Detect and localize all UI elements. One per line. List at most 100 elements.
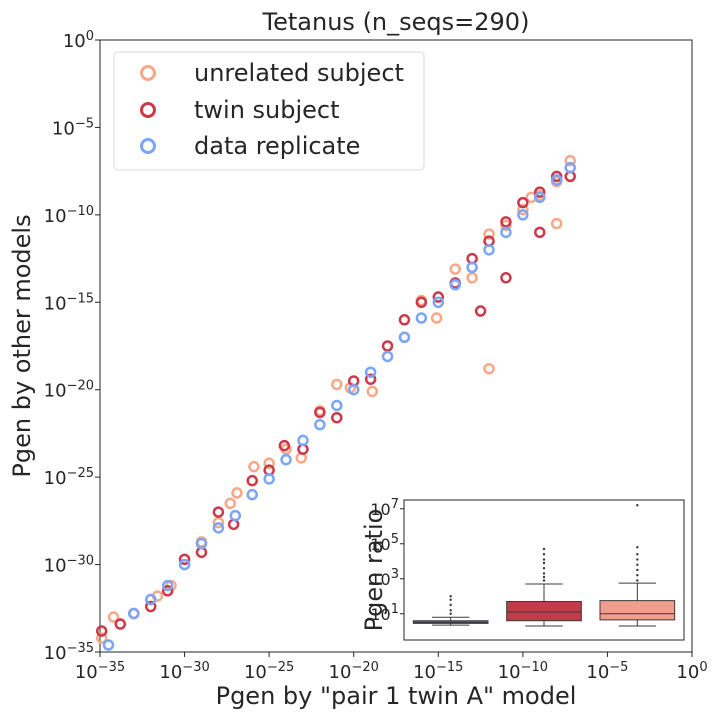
scatter-point (398, 331, 411, 344)
scatter-point (224, 497, 236, 510)
legend-marker-unrelated-subject (140, 65, 156, 81)
scatter-point (449, 263, 461, 275)
scatter-point (534, 186, 546, 198)
scatter-point (280, 453, 292, 466)
y-tick-label: 10−10 (44, 203, 94, 227)
scatter-point (128, 607, 140, 620)
inset-y-tick-label: 103 (370, 566, 399, 589)
box-body (599, 600, 676, 621)
scatter-point (195, 537, 208, 550)
legend-label-data-replicate: data replicate (194, 132, 360, 160)
scatter-point (95, 632, 108, 644)
scatter-point (364, 366, 377, 378)
y-axis-label: Pgen by other models (8, 214, 36, 477)
scatter-point (500, 226, 512, 239)
scatter-point (364, 373, 377, 385)
box-outlier (542, 575, 546, 579)
box-outlier (636, 574, 639, 577)
scatter-point (483, 228, 495, 240)
scatter-point (366, 385, 379, 398)
box-outlier (449, 603, 452, 607)
scatter-point (483, 362, 495, 375)
scatter-point (95, 625, 108, 637)
scatter-point (517, 209, 529, 221)
scatter-point (466, 272, 478, 284)
legend-entry-unrelated-subject: unrelated subject (140, 59, 404, 87)
box-outlier (542, 561, 546, 565)
scatter-point (466, 261, 478, 274)
y-tick-label: 10−25 (44, 466, 94, 490)
scatter-point (297, 434, 309, 447)
y-tick-label: 10−20 (44, 378, 94, 402)
box-outlier (636, 568, 639, 572)
scatter-point (161, 579, 174, 592)
x-axis-ticks: 10−35 10−30 10−25 10−20 10−15 10−10 10−5 100 (75, 652, 708, 683)
legend-frame (113, 51, 425, 171)
x-axis-label: Pgen by "pair 1 twin A" model (216, 682, 577, 710)
box-outlier (449, 612, 452, 615)
scatter-point (144, 593, 157, 606)
box-outlier (449, 609, 452, 612)
scatter-point (550, 174, 563, 186)
scatter-point (161, 585, 174, 597)
box-outlier (542, 572, 546, 575)
scatter-point (144, 600, 157, 613)
box-1 (506, 547, 582, 627)
scatter-point (474, 305, 487, 317)
box-outlier (542, 547, 546, 551)
scatter-point (331, 378, 343, 391)
box-outlier (449, 595, 452, 598)
scatter-point (246, 474, 258, 487)
box-outlier (636, 558, 639, 561)
y-tick-label: 10−15 (44, 291, 94, 315)
box-body (506, 601, 582, 622)
scatter-point (564, 154, 576, 167)
scatter-point (114, 618, 127, 630)
scatter-point (415, 296, 428, 309)
inset-y-axis-label: Pgen ratio (360, 509, 388, 632)
scatter-point (432, 291, 445, 303)
x-tick-label: 10−20 (329, 660, 379, 684)
x-tick-label: 10−25 (244, 660, 294, 684)
scatter-point (102, 639, 115, 651)
scatter-point (415, 312, 428, 324)
x-tick-label: 10−35 (75, 660, 125, 684)
x-tick-label: 10−30 (159, 660, 209, 684)
scatter-point (178, 553, 191, 566)
scatter-point (432, 296, 445, 309)
scatter-point (212, 506, 225, 518)
scatter-point (381, 340, 394, 352)
inset-y-tick-label: 107 (370, 496, 399, 519)
box-outlier (449, 598, 452, 601)
inset-y-axis-ticks: 101 103 105 107 (370, 496, 404, 624)
legend-entry-twin-subject: twin subject (140, 96, 340, 124)
inset-y-tick-label: 105 (370, 531, 399, 554)
scatter-point (178, 558, 191, 571)
scatter-point (483, 244, 495, 256)
scatter-point (107, 611, 120, 623)
x-tick-label: 10−5 (586, 660, 628, 684)
scatter-point (229, 509, 242, 522)
scatter-point (500, 272, 512, 284)
scatter-points (95, 154, 576, 651)
chart-title: Tetanus (n_seqs=290) (262, 8, 530, 36)
legend-marker-twin-subject (140, 102, 156, 118)
scatter-point (231, 487, 243, 499)
scatter-point (534, 191, 546, 204)
scatter-point (517, 196, 529, 209)
box-2 (599, 504, 676, 627)
scatter-point (263, 457, 275, 469)
scatter-point (398, 314, 411, 326)
inset-y-tick-label: 101 (370, 601, 399, 624)
box-outlier (636, 579, 639, 582)
scatter-point (263, 473, 275, 485)
scatter-point (314, 418, 326, 431)
legend-label-twin-subject: twin subject (194, 96, 340, 124)
x-tick-label: 100 (676, 660, 707, 684)
box-outlier (636, 563, 639, 566)
scatter-point (246, 488, 258, 501)
scatter-point (248, 460, 260, 473)
scatter-point (534, 226, 546, 239)
legend-label-unrelated-subject: unrelated subject (194, 59, 404, 87)
